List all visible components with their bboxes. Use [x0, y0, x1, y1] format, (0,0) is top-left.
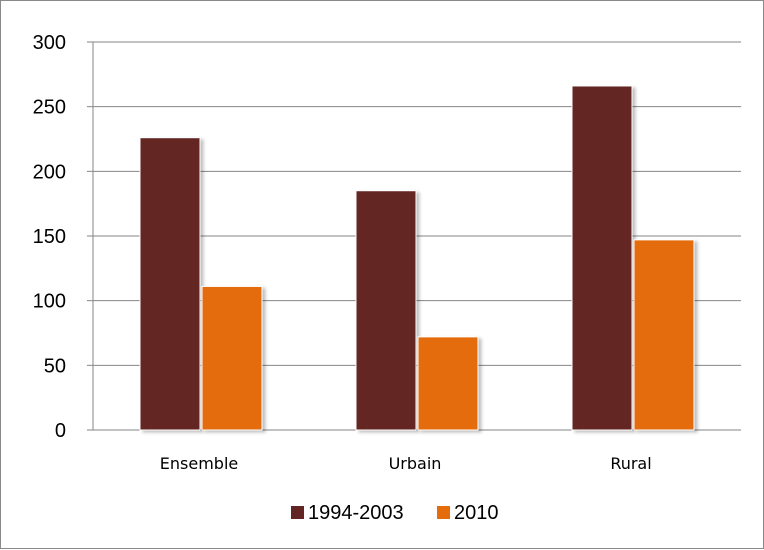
legend-swatch: [291, 506, 304, 519]
y-axis-tick-labels: 0 50 100 150 200 250 300: [33, 32, 66, 442]
bar-2010-Urbain: [417, 336, 479, 431]
y-axis-tick-label: 150: [33, 226, 66, 248]
bar-1994-2003-Urbain: [355, 190, 417, 431]
bar-2010-Ensemble: [201, 285, 263, 431]
bar-1994-2003-Rural: [571, 85, 633, 431]
bar-2010-Rural: [633, 239, 695, 431]
gridlines: [87, 41, 741, 431]
legend-label: 2010: [454, 502, 499, 524]
bars: [139, 85, 695, 431]
y-axis-tick-label: 200: [33, 161, 66, 183]
x-axis-category-labels: Ensemble Urbain Rural: [160, 454, 652, 473]
legend: 1994-2003 2010: [291, 502, 499, 524]
y-axis-tick-label: 100: [33, 291, 66, 313]
x-axis-category-label: Urbain: [389, 454, 442, 473]
x-axis-category-label: Rural: [610, 454, 651, 473]
y-axis-tick-label: 250: [33, 97, 66, 119]
bar-1994-2003-Ensemble: [139, 137, 201, 431]
y-axis-tick-label: 300: [33, 32, 66, 54]
y-axis-tick-label: 50: [44, 355, 66, 377]
x-axis-category-label: Ensemble: [160, 454, 238, 473]
legend-swatch: [437, 506, 450, 519]
legend-label: 1994-2003: [308, 502, 404, 524]
y-axis-tick-label: 0: [55, 420, 66, 442]
